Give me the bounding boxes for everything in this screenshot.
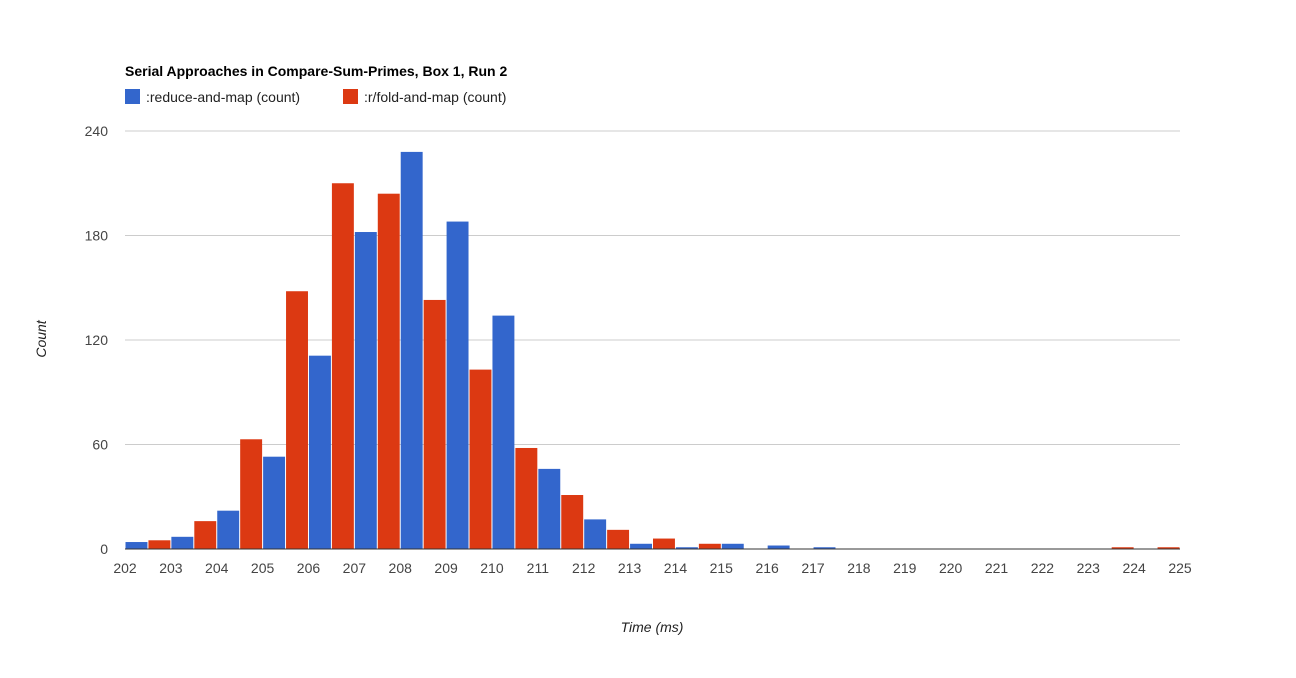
x-tick-label: 202 — [113, 560, 137, 576]
bar-fold — [240, 439, 263, 549]
bar-reduce — [538, 468, 561, 549]
x-tick-label: 225 — [1168, 560, 1192, 576]
y-tick-label: 180 — [85, 228, 109, 244]
chart-title: Serial Approaches in Compare-Sum-Primes,… — [125, 63, 507, 79]
bar-reduce — [354, 232, 377, 549]
x-tick-label: 203 — [159, 560, 183, 576]
x-tick-label: 206 — [297, 560, 321, 576]
x-tick-label: 220 — [939, 560, 963, 576]
x-tick-label: 217 — [801, 560, 825, 576]
bar-fold — [377, 193, 400, 549]
bar-reduce — [630, 543, 652, 549]
x-tick-label: 219 — [893, 560, 917, 576]
legend-swatch-reduce-and-map — [125, 89, 140, 104]
bar-reduce — [308, 355, 331, 549]
bar-fold — [423, 299, 446, 549]
bar-fold — [1111, 547, 1134, 549]
x-tick-label: 216 — [755, 560, 779, 576]
bars — [125, 151, 1180, 550]
bar-fold — [286, 291, 308, 549]
bar-fold — [1157, 547, 1180, 549]
x-tick-label: 208 — [389, 560, 413, 576]
bar-reduce — [400, 151, 423, 549]
y-tick-label: 60 — [92, 437, 108, 453]
bar-reduce — [171, 536, 194, 549]
bar-reduce — [584, 519, 607, 549]
y-tick-label: 240 — [85, 123, 109, 139]
bar-fold — [561, 495, 584, 549]
x-tick-label: 210 — [480, 560, 504, 576]
x-tick-label: 215 — [710, 560, 734, 576]
y-tick-label: 0 — [100, 541, 108, 557]
x-tick-label: 204 — [205, 560, 229, 576]
bar-fold — [194, 521, 217, 549]
bar-fold — [331, 183, 354, 549]
bar-reduce — [217, 510, 240, 549]
x-tick-label: 221 — [985, 560, 1009, 576]
x-tick-label: 207 — [343, 560, 367, 576]
bar-fold — [653, 538, 675, 549]
bar-reduce — [675, 547, 698, 549]
y-axis-title: Count — [33, 319, 49, 357]
legend-label-fold-and-map: :r/fold-and-map (count) — [364, 89, 506, 105]
x-axis-ticks: 202 203 204 205 206 207 208 209 210 211 212 213 214 2… — [113, 560, 1192, 576]
x-tick-label: 214 — [664, 560, 688, 576]
x-tick-label: 211 — [527, 560, 550, 576]
bar-reduce — [492, 315, 515, 549]
x-axis-title: Time (ms) — [621, 619, 684, 635]
bar-fold — [515, 447, 538, 549]
x-tick-label: 209 — [434, 560, 458, 576]
x-tick-label: 222 — [1031, 560, 1055, 576]
x-tick-label: 213 — [618, 560, 642, 576]
bar-reduce — [767, 545, 790, 549]
bar-reduce — [446, 221, 469, 550]
legend: :reduce-and-map (count) :r/fold-and-map … — [125, 89, 506, 105]
legend-swatch-fold-and-map — [343, 89, 358, 104]
bar-fold — [698, 543, 721, 549]
bar-fold — [148, 540, 171, 549]
bar-fold — [607, 529, 630, 549]
bar-reduce — [813, 547, 836, 549]
x-tick-label: 212 — [572, 560, 596, 576]
y-tick-label: 120 — [85, 332, 109, 348]
bar-reduce — [721, 543, 744, 549]
bar-reduce — [125, 542, 148, 549]
x-tick-label: 205 — [251, 560, 275, 576]
x-tick-label: 223 — [1077, 560, 1101, 576]
bar-fold — [469, 369, 492, 549]
y-axis-ticks: 0 60 120 180 240 — [85, 123, 109, 557]
gridlines — [125, 130, 1180, 445]
legend-label-reduce-and-map: :reduce-and-map (count) — [146, 89, 300, 105]
x-tick-label: 224 — [1122, 560, 1146, 576]
x-tick-label: 218 — [847, 560, 871, 576]
bar-reduce — [263, 456, 286, 549]
